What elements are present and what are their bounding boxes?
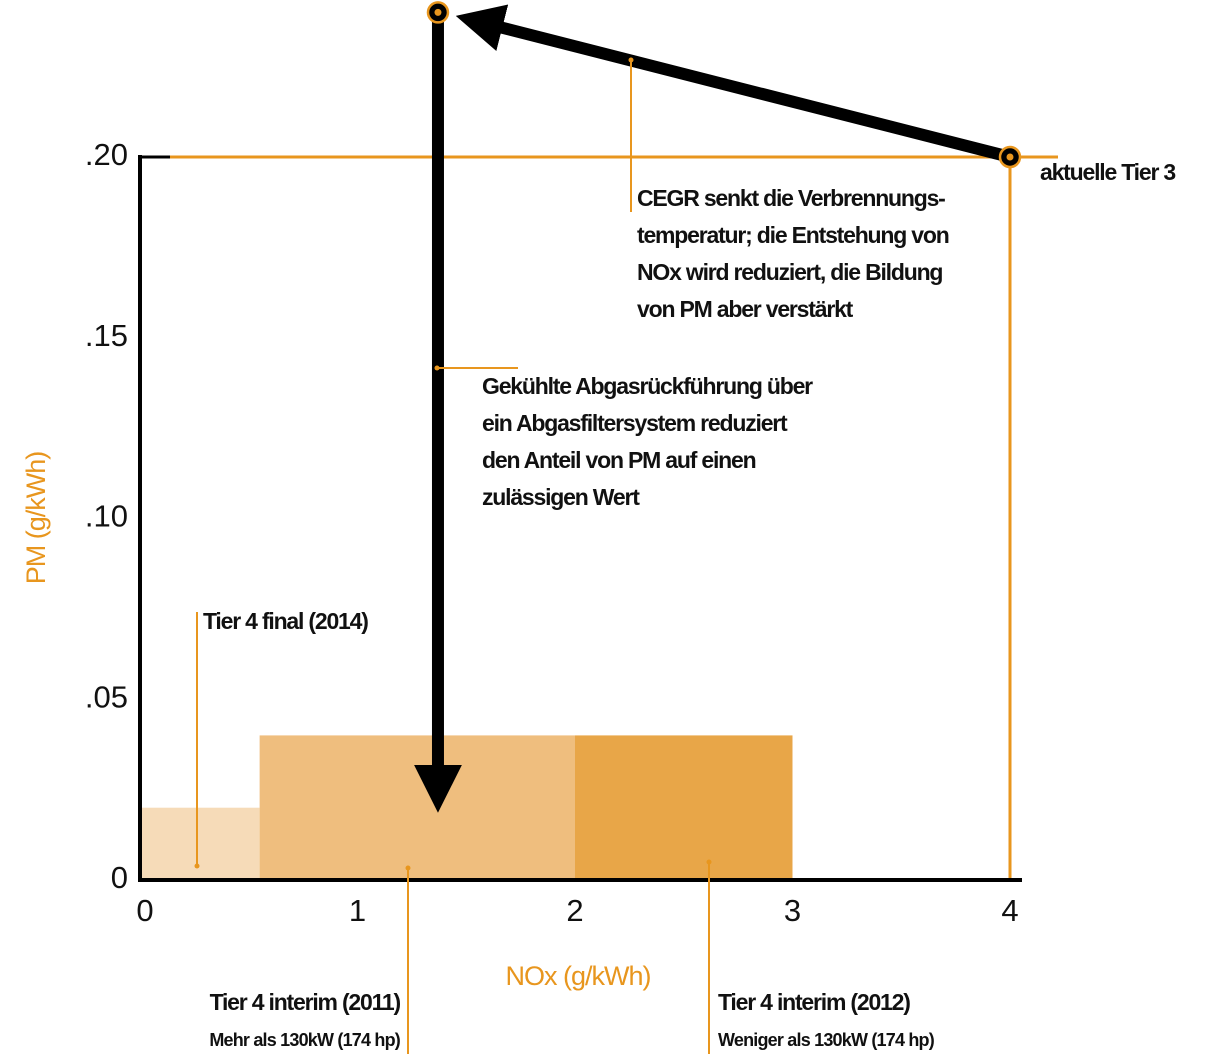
region-subtitle: Weniger als 130kW (174 hp): [718, 1030, 935, 1050]
y-tick-label: .10: [85, 499, 128, 534]
x-tick-label: 2: [566, 893, 583, 928]
annotation-line: ein Abgasfiltersystem reduziert: [482, 410, 788, 436]
annotation-line: Gekühlte Abgasrückführung über: [482, 373, 813, 399]
x-tick-label: 3: [784, 893, 801, 928]
arrow: [455, 4, 1012, 163]
region: [259, 735, 575, 880]
annotation-line: NOx wird reduziert, die Bildung: [637, 259, 942, 285]
x-tick-label: 1: [349, 893, 366, 928]
y-axis-label: PM (g/kWh): [21, 452, 51, 585]
annotation-line: zulässigen Wert: [482, 484, 640, 510]
y-tick-label: .05: [85, 679, 128, 714]
region-label: Tier 4 interim (2011): [210, 989, 401, 1015]
x-axis-label: NOx (g/kWh): [505, 961, 650, 991]
leader-dot: [434, 365, 440, 371]
annotation-line: temperatur; die Entstehung von: [637, 222, 949, 248]
point-center: [1006, 153, 1014, 161]
region-subtitle: Mehr als 130kW (174 hp): [209, 1030, 400, 1050]
leader-dot: [194, 863, 200, 869]
leader-dot: [628, 57, 634, 63]
region-label: Tier 4 interim (2012): [718, 989, 910, 1015]
x-tick-label: 0: [136, 893, 153, 928]
leader-dot: [706, 859, 712, 865]
region: [575, 735, 793, 880]
y-tick-label: .15: [85, 318, 128, 353]
annotation-line: den Anteil von PM auf einen: [482, 447, 756, 473]
annotation-line: von PM aber verstärkt: [637, 296, 854, 322]
annotation-line: CEGR senkt die Verbrennungs-: [637, 185, 945, 211]
y-tick-label: 0: [111, 860, 128, 895]
point-center: [434, 8, 442, 16]
point-label: aktuelle Tier 3: [1040, 159, 1175, 185]
region-label: Tier 4 final (2014): [203, 608, 368, 634]
region: [140, 807, 260, 880]
leader-dot: [405, 865, 411, 871]
x-tick-label: 4: [1001, 893, 1018, 928]
y-tick-label: .20: [85, 137, 128, 172]
